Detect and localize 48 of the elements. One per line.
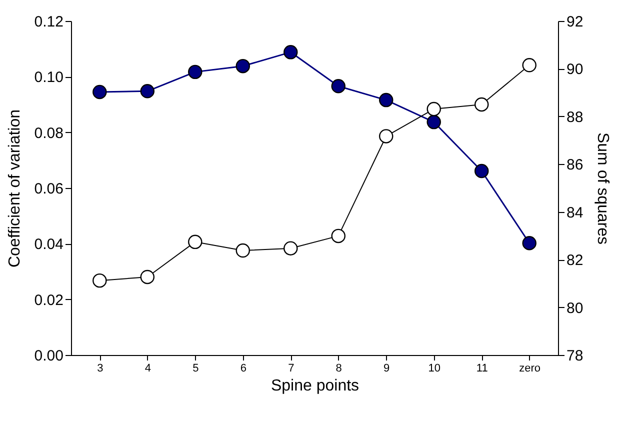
point bbox=[140, 84, 155, 98]
point bbox=[92, 84, 107, 100]
point bbox=[331, 228, 346, 244]
x-tick-label: 9 bbox=[384, 362, 390, 374]
x-axis-title: Spine points bbox=[270, 378, 360, 394]
y-tick-label: 0.00 bbox=[34, 348, 64, 364]
point bbox=[379, 129, 394, 144]
y-tick-label: 0.02 bbox=[34, 292, 64, 309]
y2-tick-label: 88 bbox=[566, 108, 584, 126]
y-tick-label: 0.08 bbox=[34, 124, 64, 142]
point bbox=[284, 45, 298, 60]
point bbox=[426, 102, 441, 116]
x-tick-label: 6 bbox=[240, 362, 246, 374]
x-tick-label: zero bbox=[519, 362, 541, 374]
y2-tick-label: 92 bbox=[566, 14, 584, 30]
point bbox=[522, 58, 536, 72]
point bbox=[379, 92, 394, 108]
y2-tick-label: 80 bbox=[566, 300, 584, 317]
y-axis-title: Coefficient of variation bbox=[6, 109, 24, 268]
y2-tick-label: 90 bbox=[566, 61, 584, 78]
x-tick-label: 4 bbox=[144, 362, 151, 374]
x-tick-label: 10 bbox=[428, 362, 440, 374]
y-tick-label: 0.12 bbox=[34, 14, 64, 30]
point bbox=[188, 64, 202, 80]
x-tick-label: 3 bbox=[97, 362, 104, 374]
point bbox=[236, 243, 250, 258]
point bbox=[284, 241, 298, 256]
x-tick-label: 5 bbox=[192, 362, 199, 374]
point bbox=[140, 270, 155, 284]
x-tick-label: 8 bbox=[336, 362, 342, 374]
y2-tick-label: 84 bbox=[566, 204, 584, 222]
y2-tick-label: 82 bbox=[566, 252, 584, 270]
y-tick-label: 0.06 bbox=[34, 180, 64, 198]
x-tick-label: 11 bbox=[476, 362, 488, 374]
point bbox=[331, 79, 346, 94]
point bbox=[188, 234, 202, 250]
x-tick-label: 7 bbox=[288, 362, 294, 374]
point bbox=[474, 97, 489, 112]
y2-tick-label: 78 bbox=[566, 348, 584, 364]
y-tick-label: 0.04 bbox=[34, 236, 64, 254]
point bbox=[92, 273, 107, 288]
point bbox=[236, 58, 250, 74]
y2-axis-title: Sum of squares bbox=[594, 132, 612, 245]
point bbox=[474, 164, 489, 178]
point bbox=[426, 114, 441, 130]
y2-tick-label: 86 bbox=[566, 156, 584, 174]
point bbox=[522, 236, 536, 250]
y-tick-label: 0.10 bbox=[34, 69, 64, 86]
